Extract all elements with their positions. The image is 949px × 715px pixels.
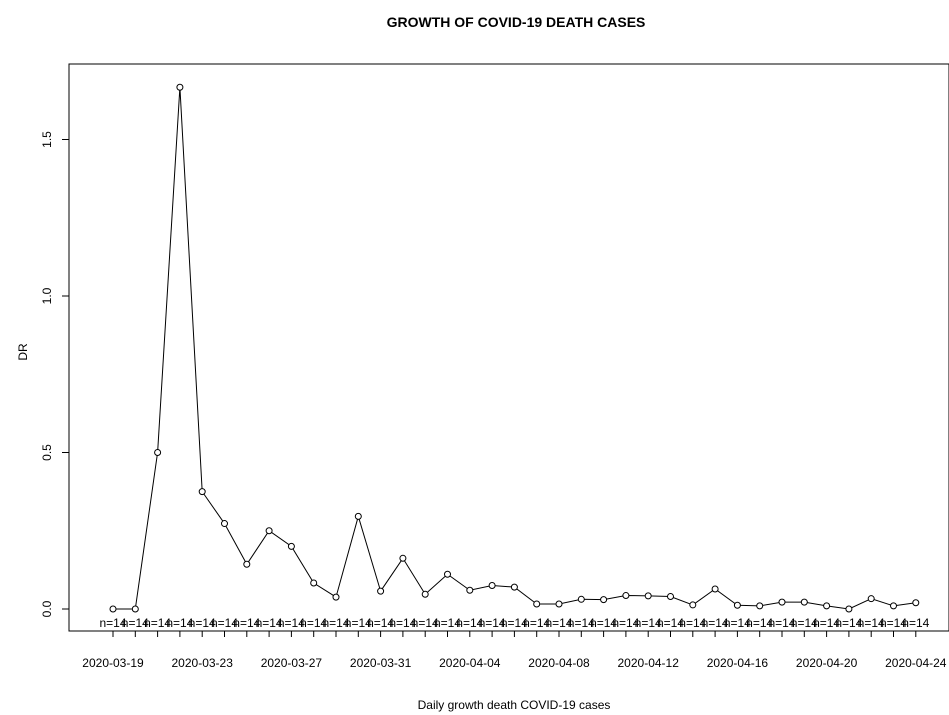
data-point [577,595,585,603]
data-point [354,512,362,520]
data-point [510,583,518,591]
count-label: n=14 [345,616,372,630]
count-label: n=14 [813,616,840,630]
count-label: n=14 [456,616,483,630]
count-label: n=14 [568,616,595,630]
count-label: n=14 [657,616,684,630]
count-label: n=14 [612,616,639,630]
count-label: n=14 [122,616,149,630]
count-label: n=14 [746,616,773,630]
data-point [310,579,318,587]
x-tick-label: 2020-03-23 [172,656,234,670]
count-label: n=14 [880,616,907,630]
count-label: n=14 [545,616,572,630]
count-label: n=14 [389,616,416,630]
x-tick-label: 2020-04-16 [707,656,769,670]
count-label: n=14 [523,616,550,630]
x-tick-label: 2020-04-12 [618,656,680,670]
count-label: n=14 [367,616,394,630]
series-line [113,87,916,610]
count-label: n=14 [858,616,885,630]
data-point [555,600,563,608]
data-point [109,605,117,613]
count-label: n=14 [278,616,305,630]
data-point [622,592,630,600]
data-point [845,605,853,613]
x-tick-label: 2020-03-27 [261,656,323,670]
data-point [689,601,697,609]
data-point [131,605,139,613]
x-tick-label: 2020-04-08 [528,656,590,670]
count-label: n=14 [724,616,751,630]
data-point [377,587,385,595]
data-point [466,586,474,594]
data-point [756,602,764,610]
data-point [399,554,407,562]
data-point [265,527,273,535]
y-axis: 0.0 0.5 1.0 1.5 [40,131,69,617]
data-point [332,593,340,601]
count-label: n=14 [501,616,528,630]
count-label: n=14 [189,616,216,630]
count-label: n=14 [322,616,349,630]
data-point [221,520,228,528]
count-label: n=14 [635,616,662,630]
data-point [867,595,875,603]
count-label: n=14 [166,616,193,630]
data-point [533,600,541,608]
data-point [778,598,786,606]
count-label: n=14 [211,616,238,630]
chart-title: GROWTH OF COVID-19 DEATH CASES [387,14,646,30]
count-label: n=14 [479,616,506,630]
x-axis: 2020-03-19 2020-03-23 2020-03-27 2020-03-31… [82,631,947,670]
x-axis-label: Daily growth death COVID-19 cases [418,698,611,712]
data-point [890,602,897,610]
x-tick-label: 2020-04-24 [885,656,947,670]
count-label: n=14 [412,616,439,630]
count-label: n=14 [300,616,327,630]
data-point [912,599,920,607]
count-label: n=14 [902,616,929,630]
count-label: n=14 [768,616,795,630]
count-label: n=14 [835,616,862,630]
count-label: n=14 [434,616,461,630]
count-label-group: n=14n=14n=14n=14n=14n=14n=14n=14n=14n=14… [99,616,929,630]
y-axis-label: DR [16,343,30,361]
data-point [243,560,251,568]
data-point [644,592,652,600]
count-label: n=14 [590,616,617,630]
data-point [287,542,295,550]
data-point [711,585,719,593]
data-point [488,582,496,590]
data-point [667,592,674,600]
data-point [421,590,429,598]
y-tick-label: 1.5 [40,131,54,148]
y-tick-label: 1.0 [40,287,54,304]
count-label: n=14 [791,616,818,630]
count-label: n=14 [679,616,706,630]
data-point [733,601,741,609]
x-tick-label: 2020-03-31 [350,656,412,670]
plot-frame [68,63,949,632]
count-label: n=14 [99,616,126,630]
data-point [800,598,808,606]
x-tick-label: 2020-04-04 [439,656,501,670]
series-line-group [109,83,920,613]
x-tick-label: 2020-04-20 [796,656,858,670]
count-label: n=14 [702,616,729,630]
data-point [198,488,206,496]
data-point [176,83,184,91]
data-point [823,602,831,610]
count-label: n=14 [144,616,171,630]
data-point [600,596,608,604]
count-label: n=14 [233,616,260,630]
y-tick-label: 0.0 [40,600,54,617]
count-label: n=14 [256,616,283,630]
y-tick-label: 0.5 [40,444,54,461]
data-point [154,449,162,456]
x-tick-label: 2020-03-19 [82,656,144,670]
data-point [444,570,451,578]
